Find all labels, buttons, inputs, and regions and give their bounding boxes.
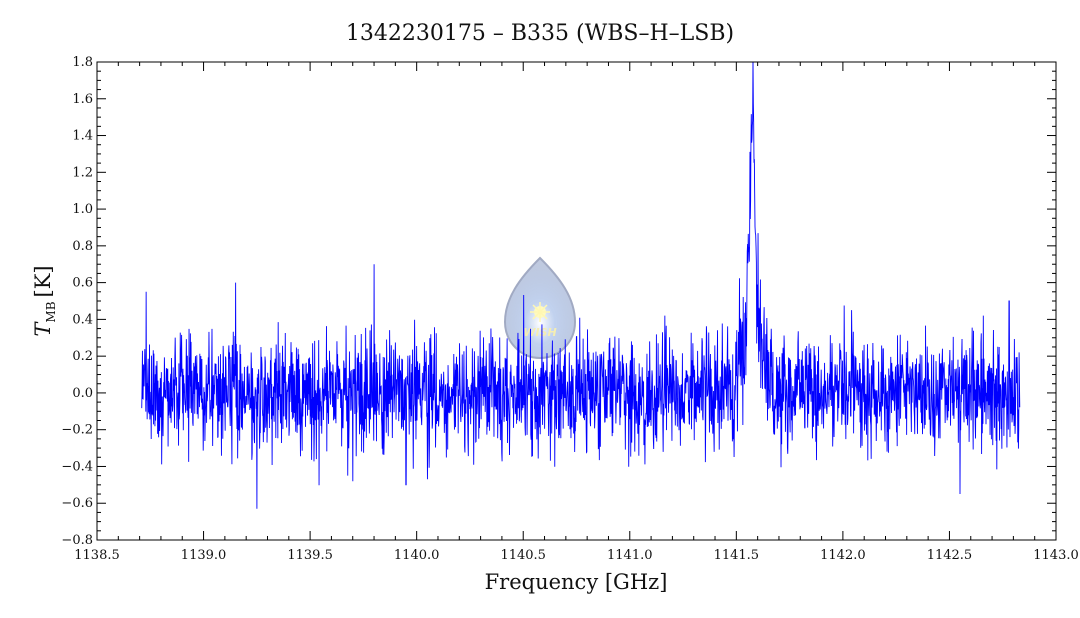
plot-frame bbox=[96, 61, 1057, 541]
y-tick-label: −0.6 bbox=[61, 496, 93, 511]
x-axis-label: Frequency [GHz] bbox=[485, 570, 668, 594]
x-tick-label: 1138.5 bbox=[74, 548, 120, 563]
y-tick-label: 1.8 bbox=[72, 55, 93, 70]
wish-logo-text: WISH bbox=[523, 326, 556, 339]
y-tick-label: 0.0 bbox=[72, 386, 93, 401]
y-tick-label: 0.8 bbox=[72, 239, 93, 254]
x-tick-label: 1141.0 bbox=[607, 548, 653, 563]
y-tick-label: 1.6 bbox=[72, 92, 93, 107]
y-tick-label: 1.4 bbox=[72, 129, 93, 144]
y-tick-label: 1.2 bbox=[72, 165, 93, 180]
y-tick-label: 0.6 bbox=[72, 276, 93, 291]
y-tick-label: −0.2 bbox=[61, 423, 93, 438]
spectrum-line bbox=[141, 62, 1021, 509]
y-axis-label: TMB [K] bbox=[31, 265, 58, 336]
wish-logo: WISH bbox=[503, 256, 577, 360]
y-tick-label: 0.4 bbox=[72, 312, 93, 327]
y-tick-label: −0.8 bbox=[61, 533, 93, 548]
svg-text:TMB[K]: TMB [K] bbox=[31, 265, 58, 336]
x-tick-label: 1140.0 bbox=[394, 548, 440, 563]
y-tick-label: −0.4 bbox=[61, 459, 93, 474]
x-tick-label: 1141.5 bbox=[714, 548, 760, 563]
y-axis-label-unit: [K] bbox=[31, 265, 55, 297]
x-tick-label: 1139.5 bbox=[287, 548, 333, 563]
y-axis: −0.8 −0.6 −0.4 −0.2 0.0 0.2 0.4 0.6 0.8 1.0 1.2 1.4… bbox=[61, 55, 1056, 548]
y-axis-label-main: T bbox=[31, 321, 55, 337]
y-axis-label-sub: MB bbox=[44, 301, 58, 322]
y-tick-label: 1.0 bbox=[72, 202, 93, 217]
y-tick-label: 0.2 bbox=[72, 349, 93, 364]
x-tick-label: 1139.0 bbox=[181, 548, 227, 563]
x-tick-label: 1143.0 bbox=[1033, 548, 1079, 563]
chart-title: 1342230175 – B335 (WBS–H–LSB) bbox=[346, 21, 734, 46]
x-tick-label: 1142.0 bbox=[820, 548, 866, 563]
x-tick-label: 1142.5 bbox=[927, 548, 973, 563]
series-layer bbox=[141, 62, 1021, 509]
x-axis: 1138.5 1139.0 1139.5 1140.0 1140.5 1141.0 1141… bbox=[74, 62, 1079, 563]
x-tick-label: 1140.5 bbox=[500, 548, 546, 563]
